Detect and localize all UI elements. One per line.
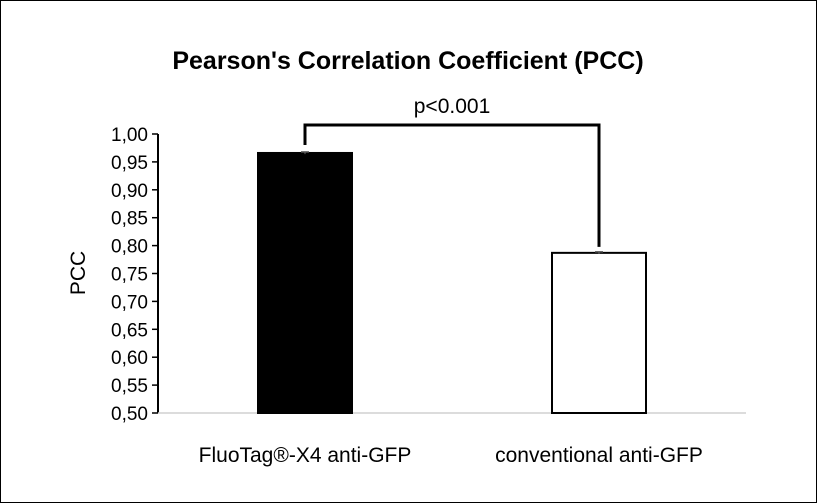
y-tick-label: 0,85 xyxy=(111,209,148,230)
y-tick-label: 0,70 xyxy=(111,292,148,313)
y-tick-label: 0,75 xyxy=(111,265,148,286)
significance-label: p<0.001 xyxy=(414,95,491,118)
y-tick-label: 0,95 xyxy=(111,153,148,174)
x-category-label: FluoTag®-X4 anti-GFP xyxy=(199,444,412,467)
y-axis-label: PCC xyxy=(67,251,90,295)
chart-title: Pearson's Correlation Coefficient (PCC) xyxy=(172,47,643,75)
y-tick-label: 0,90 xyxy=(111,181,148,202)
y-tick-label: 0,60 xyxy=(111,348,148,369)
bar-1 xyxy=(551,251,647,414)
x-category-label: conventional anti-GFP xyxy=(495,444,703,467)
significance-bracket xyxy=(303,123,601,247)
y-tick-label: 0,55 xyxy=(111,376,148,397)
y-tick-label: 0,65 xyxy=(111,320,148,341)
y-tick-label: 0,80 xyxy=(111,237,148,258)
y-tick-label: 1,00 xyxy=(111,125,148,146)
y-tick-label: 0,50 xyxy=(111,404,148,425)
bar-0 xyxy=(257,151,353,415)
